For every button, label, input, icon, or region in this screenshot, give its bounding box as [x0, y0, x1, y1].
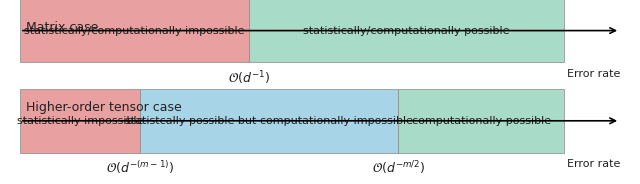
FancyBboxPatch shape — [140, 89, 398, 153]
Text: Higher-order tensor case: Higher-order tensor case — [26, 101, 182, 114]
FancyBboxPatch shape — [398, 89, 564, 153]
Text: $\mathcal{O}(d^{-m/2})$: $\mathcal{O}(d^{-m/2})$ — [372, 159, 425, 177]
FancyBboxPatch shape — [248, 0, 564, 62]
Text: computationally possible: computationally possible — [412, 116, 551, 126]
Text: statistically/computationally impossible: statistically/computationally impossible — [24, 26, 244, 36]
FancyBboxPatch shape — [20, 0, 248, 62]
FancyBboxPatch shape — [20, 89, 140, 153]
Text: $\mathcal{O}(d^{-1})$: $\mathcal{O}(d^{-1})$ — [228, 69, 269, 87]
Text: statistcally possible but computationally impossible: statistcally possible but computationall… — [125, 116, 413, 126]
Text: statistically/computationally possible: statistically/computationally possible — [303, 26, 509, 36]
Text: $\mathcal{O}(d^{-(m-1)})$: $\mathcal{O}(d^{-(m-1)})$ — [106, 159, 174, 176]
Text: Matrix case: Matrix case — [26, 21, 99, 33]
Text: Error rate: Error rate — [566, 159, 620, 169]
Text: statistically impossible: statistically impossible — [17, 116, 143, 126]
Text: Error rate: Error rate — [566, 69, 620, 79]
